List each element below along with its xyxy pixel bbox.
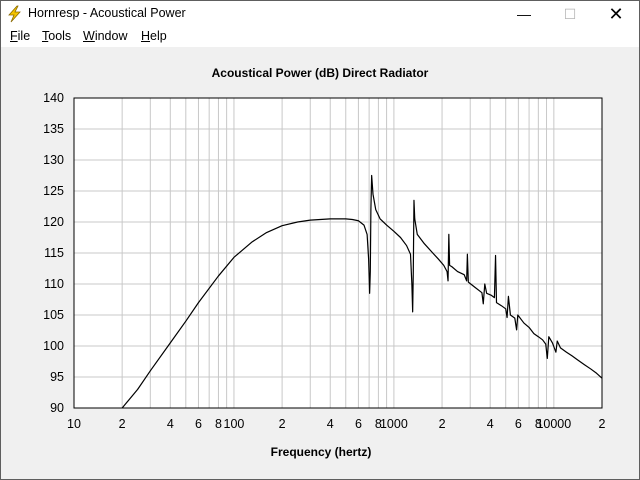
menu-file-accelerator: F (10, 29, 18, 43)
x-tick-label: 6 (195, 417, 202, 431)
y-tick-label: 100 (43, 339, 64, 353)
x-tick-label: 2 (599, 417, 606, 431)
plot-frame (73, 97, 603, 409)
chart-panel: Acoustical Power (dB) Direct Radiator 14… (1, 47, 639, 479)
y-tick-label: 135 (43, 122, 64, 136)
x-tick-label: 100 (224, 417, 245, 431)
menu-file[interactable]: File (10, 29, 30, 43)
x-tick-label: 10000 (536, 417, 571, 431)
y-tick-label: 90 (50, 401, 64, 415)
chart-title: Acoustical Power (dB) Direct Radiator (211, 66, 429, 80)
x-tick-label: 6 (355, 417, 362, 431)
x-tick-label: 4 (327, 417, 334, 431)
menu-file-label-rest: ile (17, 29, 31, 43)
acoustical-power-curve (121, 174, 603, 409)
close-button[interactable]: ✕ (608, 4, 624, 24)
x-tick-label: 8 (535, 417, 542, 431)
x-tick-label: 6 (515, 417, 522, 431)
x-tick-label: 4 (487, 417, 494, 431)
y-tick-label: 140 (43, 91, 64, 105)
menu-help-accelerator: H (141, 29, 151, 43)
y-tick-label: 95 (50, 370, 64, 384)
x-tick-label: 1000 (380, 417, 408, 431)
x-tick-label: 4 (167, 417, 174, 431)
y-tick-label: 105 (43, 308, 64, 322)
y-tick-label: 115 (44, 246, 64, 260)
y-tick-label: 110 (44, 277, 64, 291)
menu-tools[interactable]: Tools (42, 29, 71, 43)
y-tick-label: 130 (43, 153, 64, 167)
minimize-button[interactable]: — (517, 6, 531, 22)
menu-window[interactable]: Window (83, 29, 127, 43)
menu-window-accelerator: W (83, 29, 95, 43)
x-tick-label: 2 (119, 417, 126, 431)
x-tick-label: 10 (67, 417, 81, 431)
title-bar[interactable]: Hornresp - Acoustical Power — ☐ ✕ (1, 1, 639, 27)
menu-help[interactable]: Help (141, 29, 167, 43)
menu-bar: File Tools Window Help (1, 27, 639, 47)
x-tick-label: 8 (215, 417, 222, 431)
y-tick-label: 125 (43, 184, 64, 198)
x-tick-label: 2 (279, 417, 286, 431)
lightning-bolt-icon (8, 5, 21, 23)
x-tick-label: 2 (439, 417, 446, 431)
menu-tools-label-rest: ools (48, 29, 72, 43)
menu-window-label-rest: indow (94, 29, 128, 43)
x-tick-label: 8 (375, 417, 382, 431)
menu-help-label-rest: elp (150, 29, 167, 43)
y-tick-label: 120 (43, 215, 64, 229)
maximize-button[interactable]: ☐ (563, 6, 577, 22)
window-title: Hornresp - Acoustical Power (28, 6, 186, 20)
x-axis-label: Frequency (hertz) (270, 445, 372, 459)
menu-tools-accelerator: T (42, 29, 49, 43)
